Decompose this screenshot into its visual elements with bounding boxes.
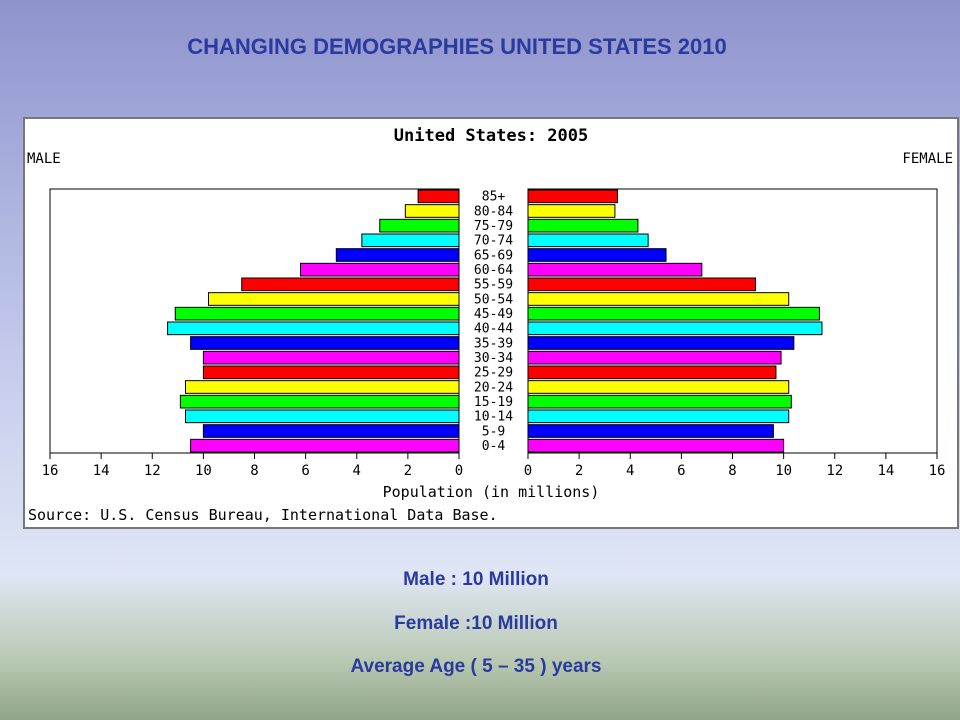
tick-label-male: 0 — [455, 463, 463, 479]
male-bar-50-54 — [207, 292, 460, 306]
tick-label-female: 0 — [524, 463, 532, 479]
age-label: 30-34 — [474, 351, 513, 366]
male-bar-0-4 — [190, 438, 460, 453]
female-bar-10-14 — [527, 409, 790, 424]
female-bar-20-24 — [527, 380, 790, 394]
female-bar-5-9 — [527, 424, 774, 438]
age-label: 60-64 — [474, 263, 513, 278]
age-label: 80-84 — [474, 204, 513, 219]
female-bar-0-4 — [527, 438, 785, 453]
age-label: 25-29 — [474, 366, 513, 381]
average-age-note: Average Age ( 5 – 35 ) years — [350, 656, 602, 677]
tick-label-male: 12 — [144, 463, 161, 479]
source-note: Source: U.S. Census Bureau, Internationa… — [28, 506, 498, 524]
male-bar-10-14 — [184, 409, 460, 424]
female-bar-25-29 — [527, 365, 777, 380]
female-bar-40-44 — [527, 321, 823, 336]
male-bar-75-79 — [379, 218, 460, 233]
female-bar-30-34 — [527, 350, 782, 365]
plot-area — [49, 188, 938, 454]
female-bar-15-19 — [527, 394, 792, 409]
tick-label-female: 12 — [826, 463, 843, 479]
population-pyramid-chart: United States: 2005 MALE FEMALE 85+ 80-84… — [23, 117, 959, 529]
female-bar-35-39 — [527, 336, 795, 350]
male-label: MALE — [27, 151, 61, 167]
age-label: 55-59 — [474, 278, 513, 293]
male-bar-40-44 — [167, 321, 460, 336]
age-label: 65-69 — [474, 248, 513, 263]
female-bar-70-74 — [527, 233, 649, 248]
tick-label-male: 2 — [404, 463, 412, 479]
female-bar-80-84 — [527, 204, 616, 218]
male-bar-15-19 — [179, 394, 460, 409]
tick-label-male: 6 — [301, 463, 309, 479]
male-bar-5-9 — [202, 424, 460, 438]
female-bar-45-49 — [527, 306, 820, 321]
tick-label-male: 14 — [93, 463, 110, 479]
male-bar-20-24 — [184, 380, 460, 394]
age-label: 70-74 — [474, 234, 513, 249]
tick-label-female: 6 — [677, 463, 685, 479]
male-bar-60-64 — [300, 262, 460, 277]
chart-title: United States: 2005 — [394, 126, 588, 146]
tick-label-female: 10 — [775, 463, 792, 479]
male-bar-55-59 — [241, 277, 460, 292]
male-bar-70-74 — [361, 233, 460, 248]
tick-label-male: 4 — [353, 463, 361, 479]
female-plot-box — [527, 188, 938, 454]
tick-label-female: 14 — [877, 463, 894, 479]
axis-ticks: 16 16 14 14 12 12 10 10 8 8 6 6 4 4 2 2 0 0 — [42, 453, 946, 479]
age-label: 10-14 — [474, 410, 513, 425]
age-label: 40-44 — [474, 322, 513, 337]
age-label: 85+ — [482, 190, 506, 205]
male-bar-45-49 — [174, 306, 460, 321]
male-note: Male : 10 Million — [403, 569, 549, 590]
female-bar-75-79 — [527, 218, 639, 233]
tick-label-female: 8 — [728, 463, 736, 479]
female-bar-55-59 — [527, 277, 757, 292]
chart-svg: United States: 2005 MALE FEMALE 85+80-84… — [27, 126, 953, 524]
female-bar-65-69 — [527, 248, 667, 262]
age-label: 15-19 — [474, 395, 513, 410]
tick-label-male: 10 — [195, 463, 212, 479]
tick-label-male: 8 — [250, 463, 258, 479]
female-bar-85+ — [527, 189, 618, 204]
tick-label-female: 2 — [575, 463, 583, 479]
age-labels: 85+80-8475-7970-7465-6960-6455-5950-5445… — [474, 190, 513, 454]
male-bar-65-69 — [335, 248, 460, 262]
slide-title: CHANGING DEMOGRAPHIES UNITED STATES 2010 — [187, 34, 727, 59]
female-note: Female :10 Million — [394, 613, 558, 634]
female-bar-60-64 — [527, 262, 703, 277]
tick-label-female: 16 — [929, 463, 946, 479]
female-label: FEMALE — [902, 151, 953, 167]
age-label: 50-54 — [474, 292, 513, 307]
x-axis-label: Population (in millions) — [383, 483, 600, 501]
age-label: 5-9 — [482, 424, 505, 439]
age-label: 0-4 — [482, 439, 506, 454]
male-bar-35-39 — [190, 336, 460, 350]
age-label: 45-49 — [474, 307, 513, 322]
female-bar-50-54 — [527, 292, 790, 306]
male-bar-80-84 — [404, 204, 460, 218]
age-label: 35-39 — [474, 336, 513, 351]
age-label: 20-24 — [474, 380, 513, 395]
male-bar-85+ — [417, 189, 460, 204]
tick-label-male: 16 — [42, 463, 59, 479]
tick-label-female: 4 — [626, 463, 634, 479]
male-plot-box — [49, 188, 460, 454]
age-label: 75-79 — [474, 219, 513, 234]
bars — [167, 189, 823, 453]
male-bar-30-34 — [202, 350, 460, 365]
male-bar-25-29 — [202, 365, 460, 380]
